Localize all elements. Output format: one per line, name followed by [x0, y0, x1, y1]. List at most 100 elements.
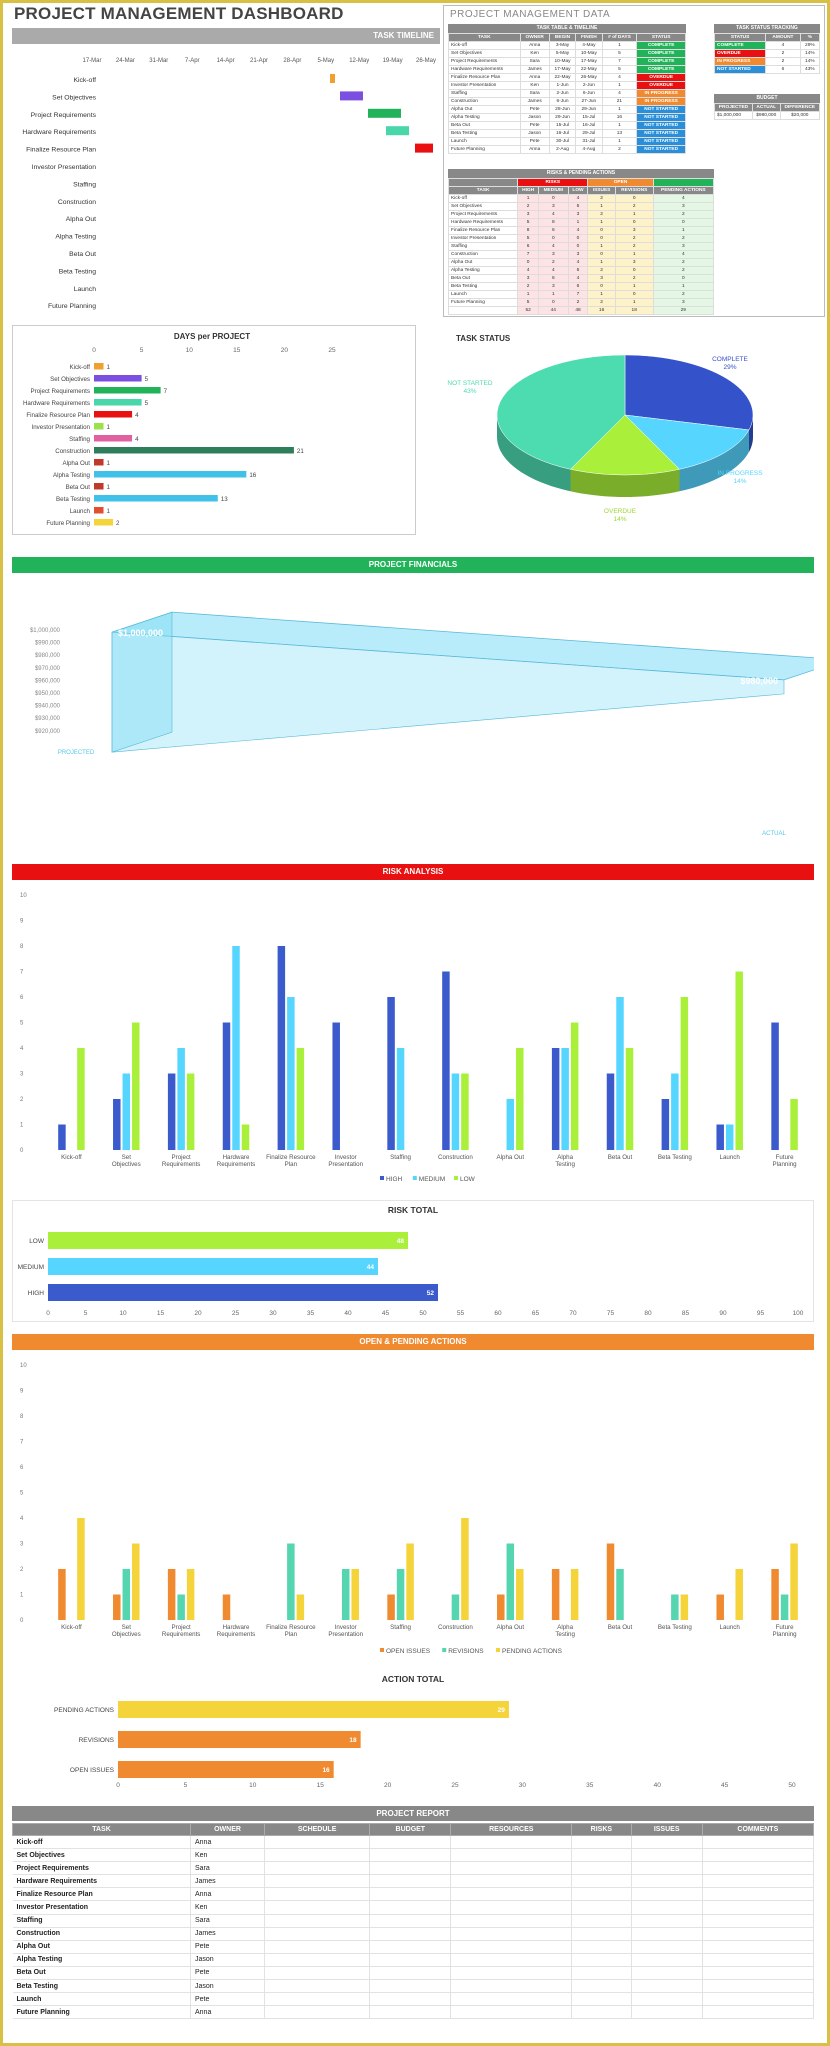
- table-row: OVERDUE 2 14%: [713, 49, 821, 58]
- table-cell: 8: [517, 226, 539, 235]
- risk-bar-low-future-planning: [790, 1099, 798, 1150]
- table-row: COMPLETE 4 29%: [713, 41, 821, 50]
- table-cell: 2: [614, 274, 654, 283]
- days-category-label: Beta Testing: [56, 496, 90, 503]
- table-cell: 26-May: [575, 73, 603, 82]
- days-category-label: Launch: [70, 508, 91, 515]
- actions-axis-tick: 8: [20, 1414, 24, 1420]
- risk-axis-tick: 3: [20, 1072, 24, 1078]
- table-cell: Beta Testing: [447, 282, 519, 291]
- table-cell: 3: [652, 298, 715, 307]
- days-value-label: 21: [297, 448, 304, 455]
- report-row: Construction James: [12, 1927, 815, 1941]
- report-owner-cell: Pete: [190, 1940, 266, 1954]
- report-cell: [450, 1992, 573, 2007]
- table-cell: James: [519, 65, 550, 74]
- table-cell: 1: [601, 41, 638, 50]
- report-cell: [631, 1835, 703, 1850]
- table-cell: 8: [537, 218, 569, 227]
- days-value-label: 4: [135, 412, 139, 419]
- table-row: Staffing 6 4 0 1 2 3: [447, 242, 715, 251]
- table-cell: 0: [614, 218, 654, 227]
- table-cell: Jason: [519, 113, 550, 122]
- table-cell: Sara: [519, 57, 550, 66]
- table-cell: 5: [517, 298, 539, 307]
- actions-bar-revisions-project-requirements: [177, 1594, 185, 1620]
- table-cell: 3: [652, 202, 715, 211]
- risk-bar-low-set-objectives: [132, 1022, 140, 1150]
- table-cell: Ken: [519, 81, 550, 90]
- financials-area-side: [111, 611, 173, 753]
- table-cell: COMPLETE: [636, 57, 686, 66]
- report-task-cell: Beta Testing: [12, 1979, 191, 1994]
- table-cell: IN PROGRESS: [636, 97, 686, 106]
- risk-category-label: Kick-off: [61, 1154, 82, 1161]
- table-cell: 6: [537, 274, 569, 283]
- risk-bar-high-finalize-resource-plan: [277, 946, 286, 1150]
- pie-percent-label: 29%: [723, 364, 736, 371]
- timeline-task-label: Beta Testing: [59, 268, 97, 275]
- report-owner-cell: Pete: [190, 1966, 266, 1981]
- actions-category-label: Construction: [438, 1624, 473, 1631]
- table-cell: 2: [587, 210, 616, 219]
- report-cell: [264, 1927, 371, 1941]
- risk-category-label: Hardware: [223, 1154, 250, 1161]
- financials-title-bar: PROJECT FINANCIALS: [12, 557, 814, 573]
- report-cell: [369, 1848, 452, 1863]
- table-cell: Beta Out: [448, 121, 521, 130]
- table-cell: 1: [587, 242, 616, 251]
- table-cell: 30-Jul: [548, 137, 577, 146]
- actions-axis-tick: 2: [20, 1567, 24, 1573]
- report-cell: [264, 1835, 371, 1850]
- table-header-cell: PENDING ACTIONS: [652, 186, 715, 195]
- report-cell: [369, 1900, 452, 1915]
- actions-axis-tick: 1: [20, 1593, 24, 1599]
- action-total-value-label: 29: [498, 1707, 506, 1714]
- table-cell: Project Requirements: [447, 210, 519, 219]
- timeline-task-label: Launch: [74, 286, 97, 293]
- table-header-cell: ACTUAL: [751, 103, 781, 112]
- risk-category-label: Alpha: [557, 1154, 573, 1161]
- action-total-axis-tick: 45: [721, 1782, 729, 1789]
- table-cell: 3: [567, 250, 589, 259]
- report-cell: [450, 1927, 573, 1941]
- report-cell: [450, 1887, 573, 1902]
- risk-bar-medium-staffing: [396, 1048, 405, 1150]
- risks-table-title: RISKS & PENDING ACTIONS: [448, 169, 714, 178]
- report-cell: [450, 1861, 573, 1876]
- days-category-label: Hardware Requirements: [23, 400, 90, 407]
- report-cell: [631, 1966, 703, 1981]
- actions-category-label: Kick-off: [61, 1624, 82, 1631]
- table-cell: Investor Presentation: [447, 234, 519, 243]
- risk-legend-swatch: [412, 1176, 417, 1180]
- report-cell: [702, 1966, 815, 1981]
- risk-axis-tick: 6: [20, 995, 24, 1001]
- report-cell: [702, 1848, 815, 1863]
- table-cell: 1: [601, 105, 638, 114]
- table-cell: 2: [652, 290, 715, 299]
- report-cell: [571, 1953, 632, 1967]
- actions-bar-pending-actions-kick-off: [77, 1518, 85, 1620]
- table-cell: 4: [765, 41, 801, 50]
- timeline-bar-finalize-resource-plan: [415, 143, 433, 153]
- report-cell: [571, 1861, 632, 1876]
- report-task-cell: Beta Out: [12, 1966, 191, 1981]
- report-task-cell: Alpha Out: [12, 1940, 191, 1954]
- report-cell: [264, 1979, 371, 1994]
- actions-category-label: Alpha Out: [497, 1624, 525, 1631]
- report-header-cell: OWNER: [189, 1823, 266, 1836]
- report-cell: [702, 1887, 815, 1902]
- task-timeline-table: TASK OWNER BEGIN FINISH # of DAYS STATUS Kick-…: [448, 33, 686, 154]
- table-row: Beta Testing Jason 16-Jul 29-Jul 13 NOT START…: [448, 129, 686, 138]
- table-cell: 0: [587, 282, 616, 291]
- table-cell: 4: [537, 242, 569, 251]
- table-row: Future Planning 5 0 2 2 1 3: [447, 298, 715, 307]
- days-axis-tick: 0: [92, 347, 96, 354]
- report-header-cell: ISSUES: [630, 1823, 703, 1836]
- table-cell: 29-Jun: [575, 105, 603, 114]
- actions-legend-swatch: [496, 1648, 500, 1652]
- days-value-label: 2: [116, 520, 120, 527]
- table-cell: $980,000: [751, 111, 781, 120]
- report-cell: [631, 1900, 703, 1915]
- risk-total-axis-tick: 35: [307, 1310, 315, 1317]
